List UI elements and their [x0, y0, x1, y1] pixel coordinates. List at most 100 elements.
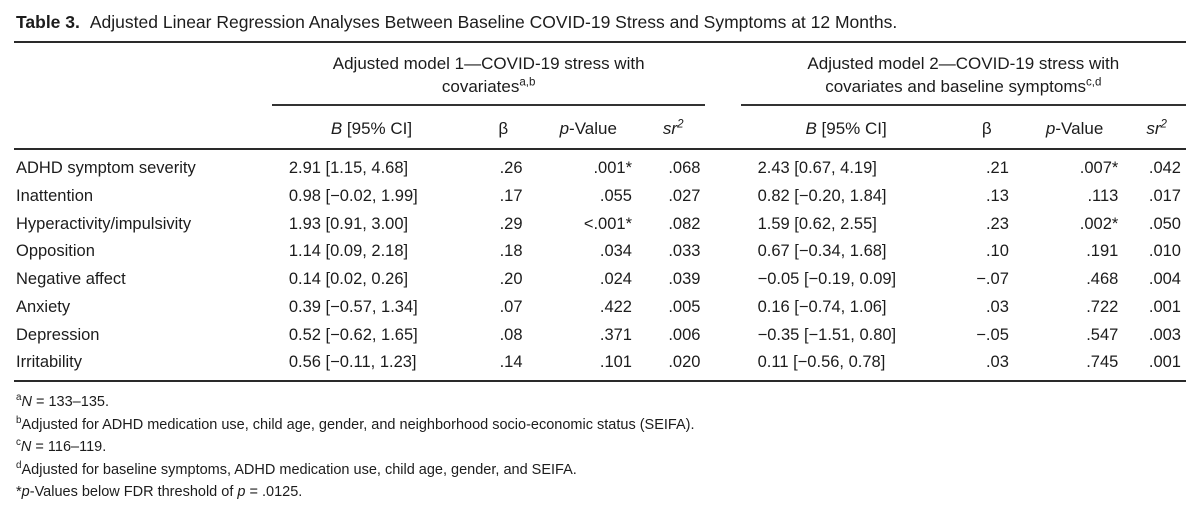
cell-beta-m2: −.07	[976, 270, 1009, 289]
cell-p-m1: .055	[599, 186, 632, 205]
cell-b-m2: 0.11 [−0.56, 0.78]	[740, 349, 952, 383]
cell-b-m2: 0.82 [−0.20, 1.84]	[757, 186, 887, 205]
cell-beta-m1: .17	[499, 186, 523, 205]
cell-gap	[705, 266, 740, 294]
cell-gap	[705, 294, 740, 322]
cell-sr2-m2: .010	[1148, 242, 1181, 261]
colhead-b-m2: B [95% CI]	[740, 105, 952, 150]
table-title-label: Table 3.	[16, 12, 80, 32]
cell-symptom-label: ADHD symptom severity	[16, 159, 196, 177]
cell-sr2-m2: .001	[1127, 349, 1186, 383]
table-row: Irritability 0.56 [−0.11, 1.23] .14 .101…	[14, 349, 1186, 383]
cell-p-m2: .468	[1086, 270, 1119, 289]
cell-beta-m1: .07	[499, 297, 523, 316]
cell-beta-m2: .03	[951, 349, 1022, 383]
cell-p-m2: .191	[1086, 242, 1119, 261]
cell-b-m1: 1.93 [0.91, 3.00]	[288, 214, 409, 233]
cell-b-m1: 0.52 [−0.62, 1.65]	[288, 325, 418, 344]
footnote: *p-Values below FDR threshold of p = .01…	[16, 484, 303, 501]
cell-beta-m1: .29	[499, 214, 523, 233]
spanner-model1-line2: covariatesa,b	[441, 76, 536, 96]
cell-sr2-m1: .006	[668, 325, 701, 344]
cell-b-m1: 2.91 [1.15, 4.68]	[288, 159, 409, 177]
cell-beta-m2: −.05	[976, 325, 1009, 344]
spanner-model1-footmark: a,b	[519, 76, 536, 89]
cell-symptom-label: Opposition	[16, 242, 95, 261]
cell-beta-m2: .13	[985, 186, 1009, 205]
colhead-sr2-m2: sr2	[1127, 105, 1186, 150]
cell-b-m1: 0.14 [0.02, 0.26]	[288, 270, 409, 289]
cell-sr2-m2: .050	[1148, 214, 1181, 233]
cell-beta-m1: .18	[499, 242, 523, 261]
spanner-model2-line1: Adjusted model 2—COVID-19 stress with	[807, 54, 1120, 73]
cell-symptom-label: Irritability	[14, 349, 272, 383]
footnote: aN = 133–135.	[16, 392, 109, 411]
colhead-b-m1: B [95% CI]	[271, 105, 472, 150]
model-spanner-row: Adjusted model 1—COVID-19 stress with co…	[14, 43, 1186, 106]
cell-p-m2: .722	[1086, 297, 1119, 316]
cell-p-m2: .745	[1021, 349, 1128, 383]
cell-sr2-m2: .003	[1148, 325, 1181, 344]
footnote: dAdjusted for baseline symptoms, ADHD me…	[16, 459, 577, 478]
cell-beta-m2: .21	[985, 159, 1009, 177]
cell-p-m2: .007*	[1079, 159, 1119, 177]
colhead-beta-m2: β	[951, 105, 1022, 150]
cell-beta-m2: .03	[985, 297, 1009, 316]
colhead-beta-m1: β	[471, 105, 536, 150]
spanner-model2-footmark: c,d	[1086, 76, 1102, 89]
cell-sr2-m1: .039	[668, 270, 701, 289]
footnote: bAdjusted for ADHD medication use, child…	[16, 415, 695, 433]
cell-beta-m1: .26	[499, 159, 523, 177]
cell-sr2-m2: .001	[1148, 297, 1181, 316]
table-row: Opposition 1.14 [0.09, 2.18] .18 .034 .0…	[14, 238, 1186, 266]
colhead-sr2-m1: sr2	[641, 105, 706, 150]
colhead-spacer	[14, 105, 272, 150]
table-row: ADHD symptom severity 2.91 [1.15, 4.68] …	[14, 149, 1186, 182]
cell-sr2-m1: .068	[668, 159, 701, 177]
cell-sr2-m2: .004	[1148, 270, 1181, 289]
cell-b-m2: 0.16 [−0.74, 1.06]	[757, 297, 887, 316]
spanner-spacer	[14, 43, 272, 105]
cell-p-m1: .034	[599, 242, 632, 261]
colhead-pvalue-m1: p-Value	[535, 105, 641, 150]
cell-symptom-label: Negative affect	[16, 270, 126, 289]
table-title: Table 3. Adjusted Linear Regression Analy…	[14, 8, 1186, 43]
footnotes: aN = 133–135. bAdjusted for ADHD medicati…	[14, 391, 1186, 503]
cell-b-m2: 1.59 [0.62, 2.55]	[757, 214, 877, 233]
cell-b-m2: −0.05 [−0.19, 0.09]	[757, 270, 897, 289]
cell-p-m2: .113	[1087, 186, 1119, 205]
cell-beta-m2: .23	[985, 214, 1009, 233]
cell-sr2-m1: .027	[668, 186, 701, 205]
cell-sr2-m1: .033	[668, 242, 701, 261]
cell-p-m1: .371	[599, 325, 632, 344]
cell-beta-m1: .14	[471, 349, 536, 383]
cell-p-m2: .002*	[1079, 214, 1119, 233]
table-row: Depression 0.52 [−0.62, 1.65] .08 .371 .…	[14, 321, 1186, 349]
cell-beta-m2: .10	[985, 242, 1009, 261]
table-body: ADHD symptom severity 2.91 [1.15, 4.68] …	[14, 149, 1186, 383]
table-row: Hyperactivity/impulsivity 1.93 [0.91, 3.…	[14, 210, 1186, 238]
cell-p-m1: <.001*	[583, 214, 632, 233]
regression-table: Adjusted model 1—COVID-19 stress with co…	[14, 43, 1186, 383]
cell-b-m2: 2.43 [0.67, 4.19]	[757, 159, 877, 177]
cell-b-m1: 0.98 [−0.02, 1.99]	[288, 186, 418, 205]
cell-gap	[705, 210, 740, 238]
cell-gap	[705, 321, 740, 349]
cell-symptom-label: Inattention	[16, 186, 94, 205]
cell-beta-m1: .20	[499, 270, 523, 289]
cell-sr2-m2: .017	[1148, 186, 1181, 205]
table-row: Anxiety 0.39 [−0.57, 1.34] .07 .422 .005…	[14, 294, 1186, 322]
paper-table-page: Table 3. Adjusted Linear Regression Analy…	[14, 8, 1186, 503]
cell-p-m1: .422	[599, 297, 632, 316]
cell-b-m2: −0.35 [−1.51, 0.80]	[757, 325, 897, 344]
table-row: Negative affect 0.14 [0.02, 0.26] .20 .0…	[14, 266, 1186, 294]
spanner-model1: Adjusted model 1—COVID-19 stress with co…	[271, 43, 706, 106]
cell-b-m1: 0.39 [−0.57, 1.34]	[288, 297, 418, 316]
colhead-pvalue-m2: p-Value	[1021, 105, 1128, 150]
cell-sr2-m1: .082	[668, 214, 701, 233]
spanner-model1-line1: Adjusted model 1—COVID-19 stress with	[332, 54, 645, 73]
cell-sr2-m2: .042	[1148, 159, 1181, 177]
colhead-gap	[705, 105, 741, 150]
cell-gap	[705, 182, 740, 210]
cell-gap	[705, 349, 741, 383]
